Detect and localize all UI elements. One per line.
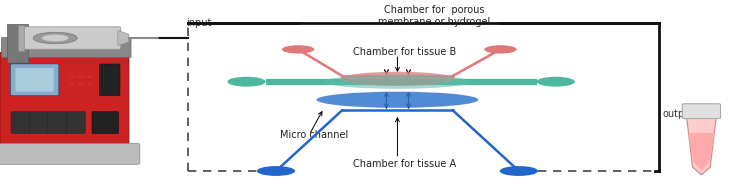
FancyBboxPatch shape [19,27,121,49]
FancyBboxPatch shape [92,112,118,134]
Circle shape [42,35,68,41]
Text: input: input [186,18,211,28]
Ellipse shape [324,74,471,89]
Circle shape [69,84,75,85]
Polygon shape [687,118,716,175]
FancyBboxPatch shape [11,112,30,134]
FancyBboxPatch shape [66,112,85,134]
Text: Chamber for  porous
membrane or hydrogel: Chamber for porous membrane or hydrogel [378,5,490,27]
FancyBboxPatch shape [0,143,140,164]
Bar [18,25,24,51]
Circle shape [484,45,517,54]
Text: output: output [662,109,695,119]
FancyBboxPatch shape [682,104,721,119]
Ellipse shape [316,92,478,108]
FancyBboxPatch shape [48,112,67,134]
Circle shape [500,166,538,176]
FancyBboxPatch shape [29,112,49,134]
Circle shape [33,32,77,44]
Circle shape [227,77,266,87]
FancyBboxPatch shape [0,52,129,149]
Polygon shape [118,30,129,46]
FancyBboxPatch shape [15,68,54,92]
Circle shape [87,76,93,78]
FancyBboxPatch shape [1,37,131,58]
Circle shape [282,45,314,54]
Circle shape [87,84,93,85]
Circle shape [69,76,75,78]
FancyBboxPatch shape [7,24,29,63]
Text: Micro channel: Micro channel [280,130,348,140]
Ellipse shape [340,72,455,86]
Circle shape [537,77,575,87]
FancyBboxPatch shape [99,64,120,96]
FancyBboxPatch shape [10,64,59,96]
Polygon shape [688,133,715,171]
Text: Chamber for tissue A: Chamber for tissue A [353,159,456,169]
Circle shape [78,76,84,78]
Text: Chamber for tissue B: Chamber for tissue B [353,47,456,57]
Circle shape [78,84,84,85]
Circle shape [257,166,295,176]
